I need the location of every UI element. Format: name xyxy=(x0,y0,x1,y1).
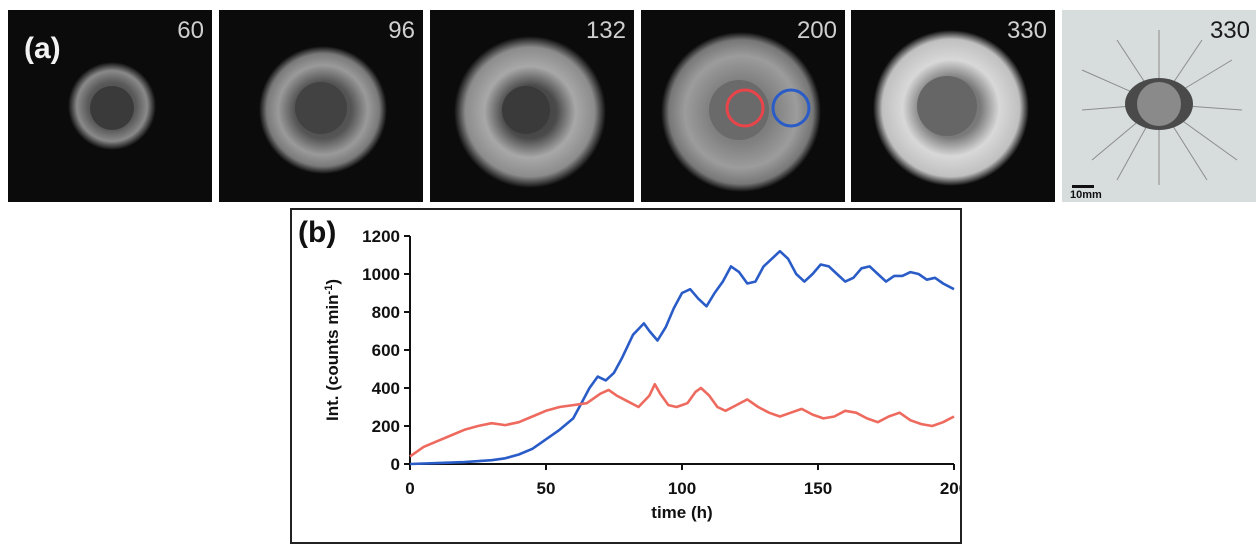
frame-time-label: 200 xyxy=(796,17,837,44)
frame-time-label: 60 xyxy=(177,17,204,44)
fluorescence-image xyxy=(873,30,1029,186)
x-axis-title: time (h) xyxy=(651,503,712,522)
image-frame-200: 200 xyxy=(641,10,845,202)
image-frame-96: 96 xyxy=(219,10,423,202)
line-chart: 0 200 400 600 800 1000 1200 0 50 100 150 200 time (… xyxy=(323,227,960,522)
panel-b-label: (b) xyxy=(298,216,337,249)
red-roi-circle xyxy=(725,88,765,128)
frame-time-label: 132 xyxy=(585,17,626,44)
scale-bar-label: 10mm xyxy=(1070,189,1102,201)
y-tick-label: 1200 xyxy=(362,227,400,246)
image-frame-330: 330 xyxy=(851,10,1055,202)
frame-time-label: 330 xyxy=(1006,17,1047,44)
y-axis-title: Int. (counts min-1) xyxy=(323,279,342,421)
panel-a-label: (a) xyxy=(24,32,61,65)
chart-series xyxy=(409,249,955,466)
x-tick-label: 200 xyxy=(940,479,960,498)
scale-bar xyxy=(1072,185,1094,188)
y-tick-label: 800 xyxy=(372,303,400,322)
chart-ticks: 0 200 400 600 800 1000 1200 0 50 100 150 200 xyxy=(362,227,960,498)
blue-roi-circle xyxy=(771,88,811,128)
y-tick-label: 600 xyxy=(372,341,400,360)
x-tick-label: 100 xyxy=(668,479,696,498)
y-tick-label: 1000 xyxy=(362,265,400,284)
series-line-red xyxy=(409,382,955,458)
photo-frame-330: 330 10mm xyxy=(1062,10,1256,202)
image-frame-132: 132 xyxy=(430,10,634,202)
frame-time-label: 96 xyxy=(388,17,415,44)
y-tick-label: 400 xyxy=(372,379,400,398)
fluorescence-image xyxy=(661,32,821,192)
y-tick-label: 200 xyxy=(372,417,400,436)
image-frame-60: (a) 60 xyxy=(8,10,212,202)
fluorescence-image xyxy=(454,36,606,188)
frame-time-label: 330 xyxy=(1209,17,1250,44)
series-line-blue xyxy=(409,249,955,466)
chart-panel-b: 0 200 400 600 800 1000 1200 0 50 100 150 200 time (… xyxy=(290,208,962,544)
x-tick-label: 150 xyxy=(804,479,832,498)
x-tick-label: 50 xyxy=(537,479,556,498)
colony-photo xyxy=(1081,30,1243,185)
x-tick-label: 0 xyxy=(405,479,414,498)
y-tick-label: 0 xyxy=(391,455,400,474)
fluorescence-image xyxy=(259,46,387,174)
fluorescence-image xyxy=(68,62,156,150)
